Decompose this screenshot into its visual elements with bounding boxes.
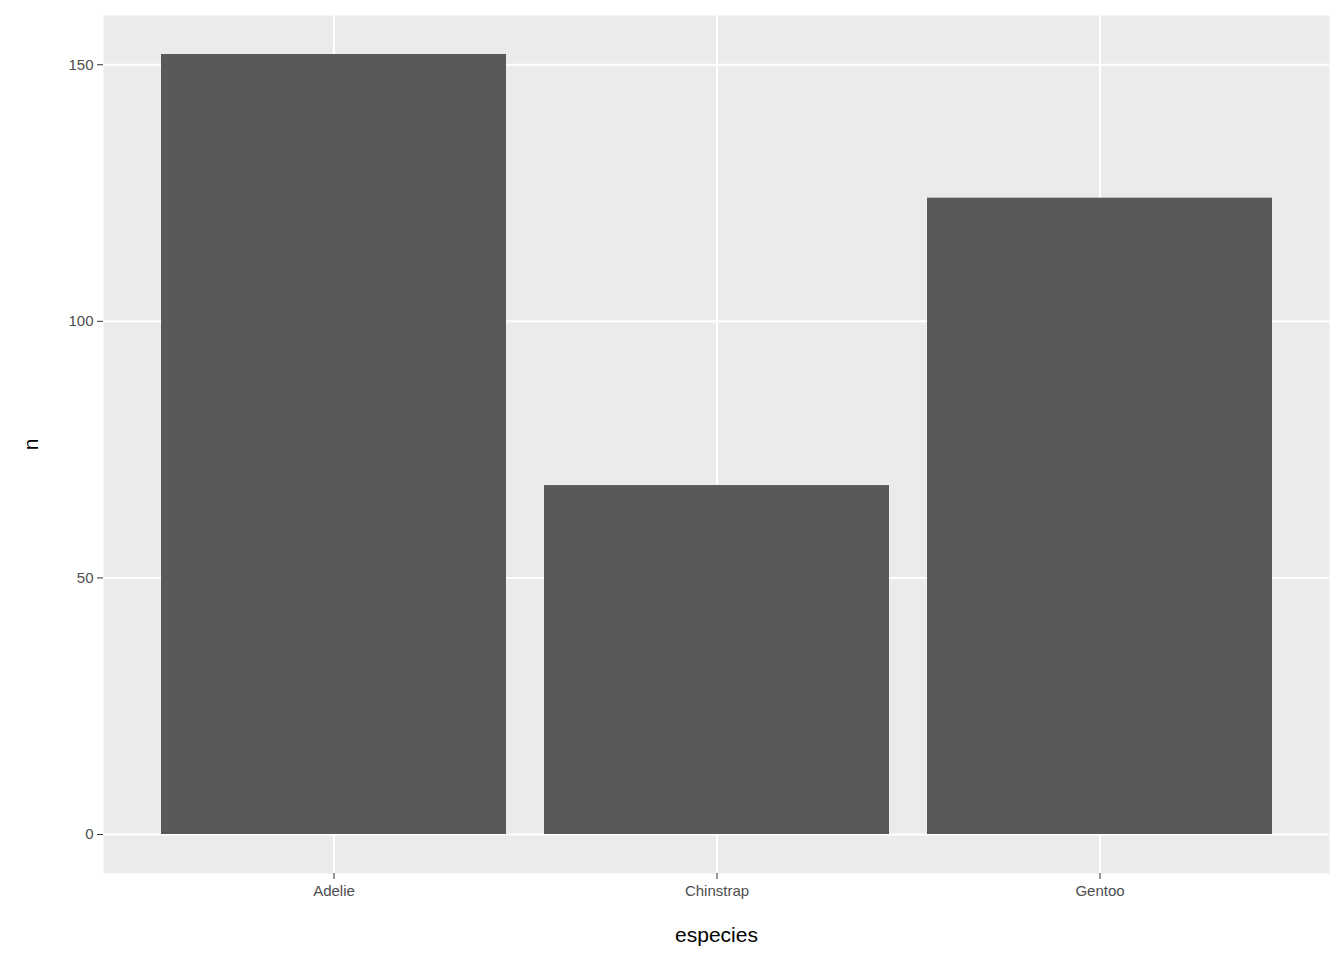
svg-text:especies: especies xyxy=(675,923,758,946)
svg-text:50: 50 xyxy=(77,569,94,586)
svg-text:Chinstrap: Chinstrap xyxy=(685,882,749,899)
svg-text:Gentoo: Gentoo xyxy=(1075,882,1124,899)
svg-text:100: 100 xyxy=(68,312,93,329)
svg-text:n: n xyxy=(19,439,42,451)
svg-text:Adelie: Adelie xyxy=(313,882,355,899)
svg-text:0: 0 xyxy=(85,825,93,842)
svg-text:150: 150 xyxy=(68,56,93,73)
